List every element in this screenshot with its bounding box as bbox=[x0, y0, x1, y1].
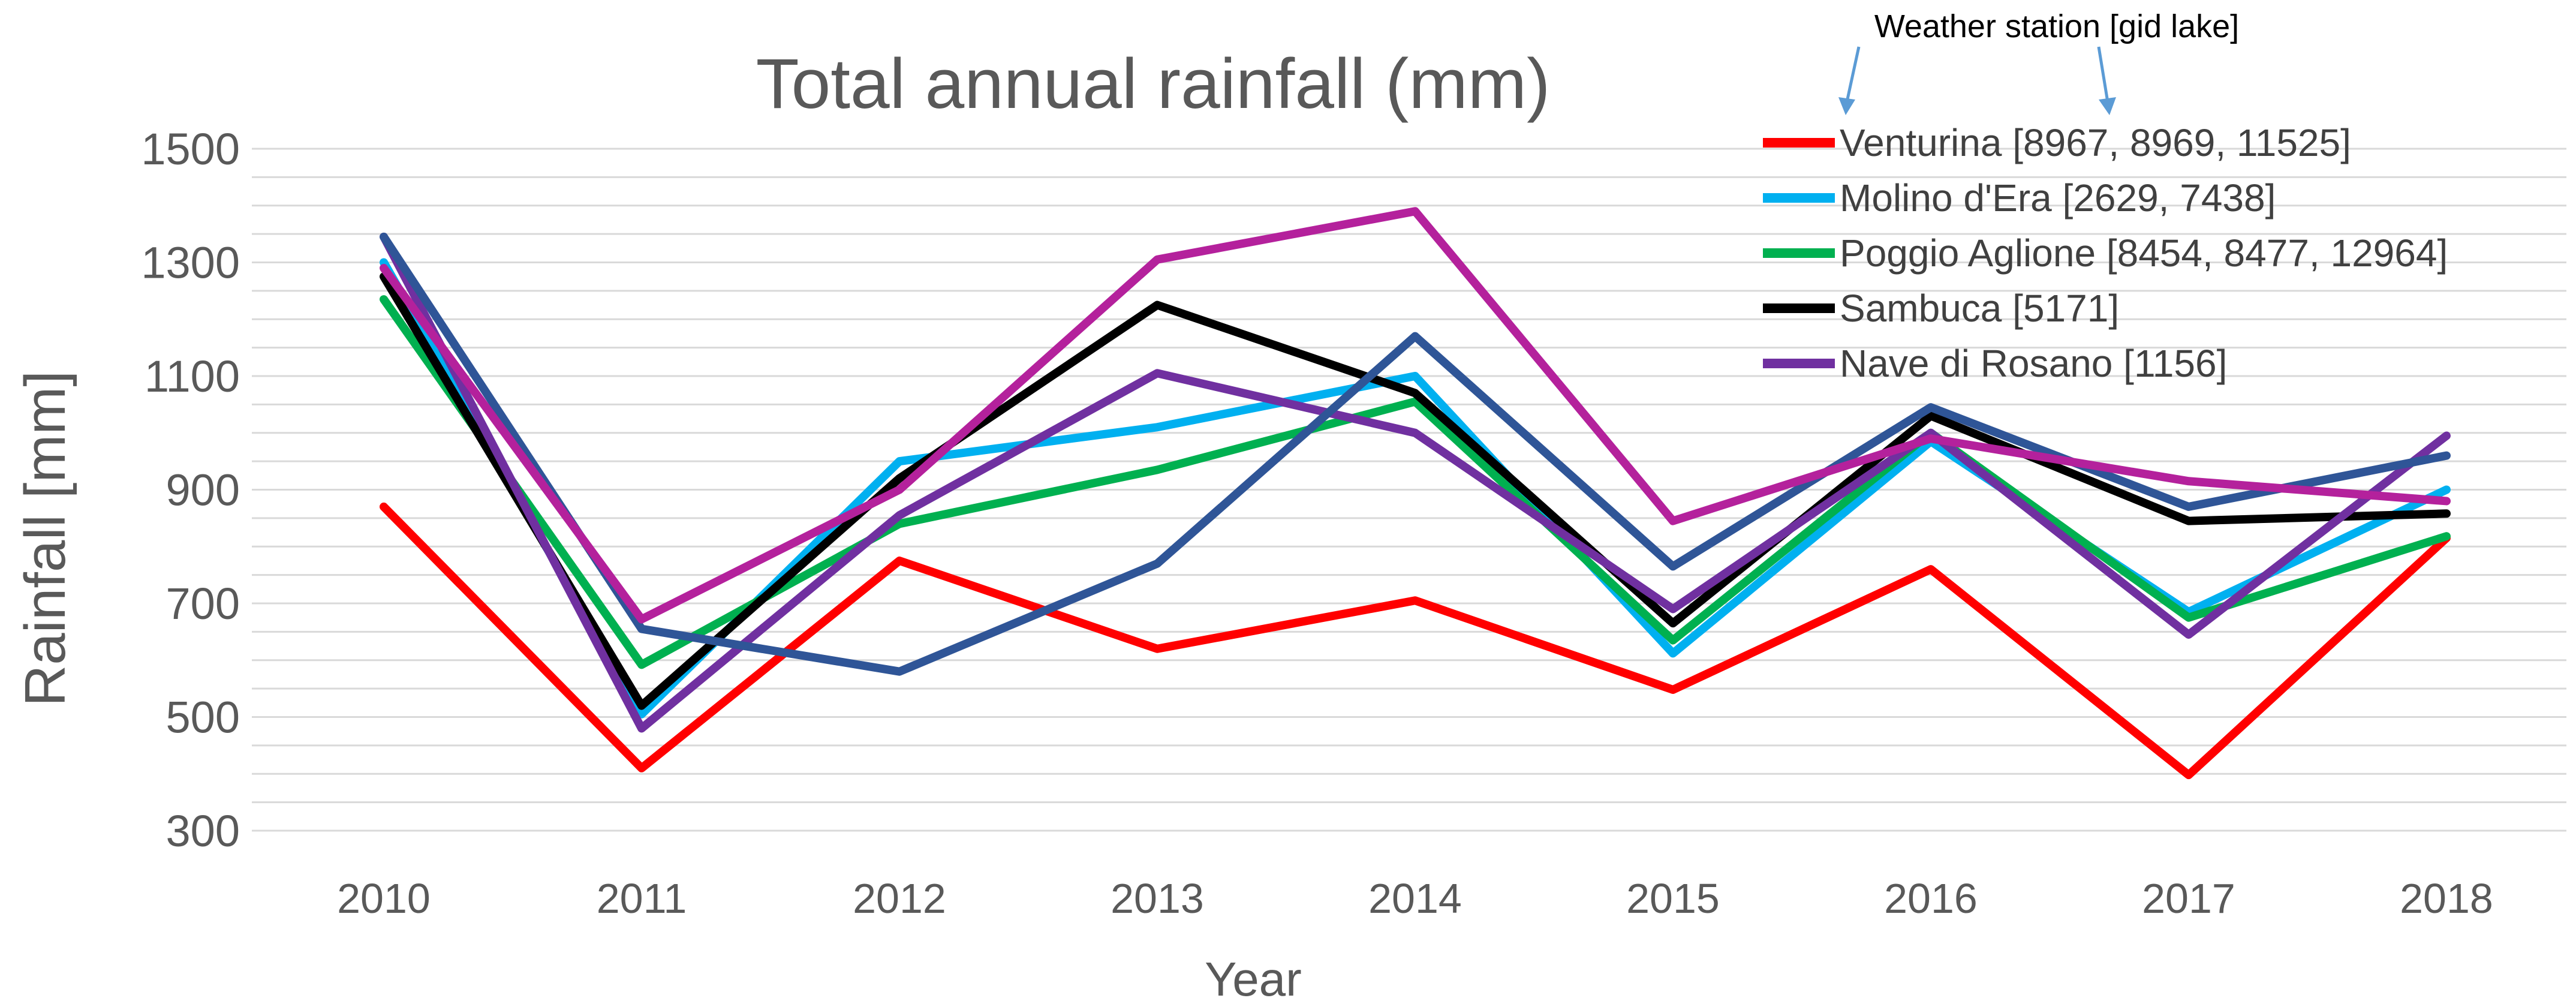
y-tick-label: 700 bbox=[166, 579, 240, 629]
series-line-5 bbox=[380, 232, 2451, 733]
y-axis-label: Rainfall [mm] bbox=[13, 371, 77, 707]
y-axis-ticks: 300 500 700 900 1100 1300 1500 bbox=[141, 124, 240, 856]
series-lines bbox=[380, 207, 2451, 780]
legend: Venturina [8967, 8969, 11525] Molino d'Er… bbox=[1763, 121, 2448, 385]
y-tick-label: 1500 bbox=[141, 124, 240, 174]
legend-label: Molino d'Era [2629, 7438] bbox=[1840, 176, 2276, 220]
legend-label: Poggio Aglione [8454, 8477, 12964] bbox=[1840, 232, 2448, 275]
x-tick-label: 2012 bbox=[853, 875, 946, 922]
series-line-7 bbox=[380, 207, 2451, 624]
x-tick-label: 2016 bbox=[1884, 875, 1978, 922]
y-tick-label: 300 bbox=[166, 806, 240, 856]
x-tick-label: 2010 bbox=[337, 875, 431, 922]
legend-label: Venturina [8967, 8969, 11525] bbox=[1840, 121, 2351, 164]
series-line-4 bbox=[380, 272, 2451, 710]
series-line-1 bbox=[380, 502, 2451, 780]
y-tick-label: 500 bbox=[166, 693, 240, 743]
annotation-arrow-head bbox=[1838, 97, 1855, 115]
annotation-arrow bbox=[1845, 46, 1861, 103]
annotation-text: Weather station [gid lake] bbox=[1874, 8, 2239, 44]
y-tick-label: 1100 bbox=[145, 351, 240, 401]
x-tick-label: 2014 bbox=[1368, 875, 1462, 922]
x-axis-ticks: 2010 2011 2012 2013 2014 2015 2016 2017 2018 bbox=[337, 875, 2493, 922]
x-tick-label: 2013 bbox=[1111, 875, 1204, 922]
gridlines bbox=[252, 148, 2566, 832]
annotation-arrows bbox=[1838, 46, 2116, 115]
series-line-6 bbox=[380, 232, 2451, 676]
x-axis-label: Year bbox=[1205, 952, 1302, 1006]
annotation-arrow-head bbox=[2099, 97, 2116, 115]
x-tick-label: 2018 bbox=[2400, 875, 2493, 922]
y-tick-label: 900 bbox=[166, 465, 240, 515]
annotation-arrow bbox=[2097, 46, 2109, 103]
x-tick-label: 2011 bbox=[597, 875, 687, 922]
legend-label: Nave di Rosano [1156] bbox=[1840, 342, 2227, 385]
x-tick-label: 2017 bbox=[2142, 875, 2235, 922]
y-tick-label: 1300 bbox=[141, 238, 240, 288]
legend-label: Sambuca [5171] bbox=[1840, 287, 2119, 330]
chart-title: Total annual rainfall (mm) bbox=[756, 44, 1551, 124]
x-tick-label: 2015 bbox=[1626, 875, 1720, 922]
series-line-3 bbox=[380, 295, 2451, 669]
